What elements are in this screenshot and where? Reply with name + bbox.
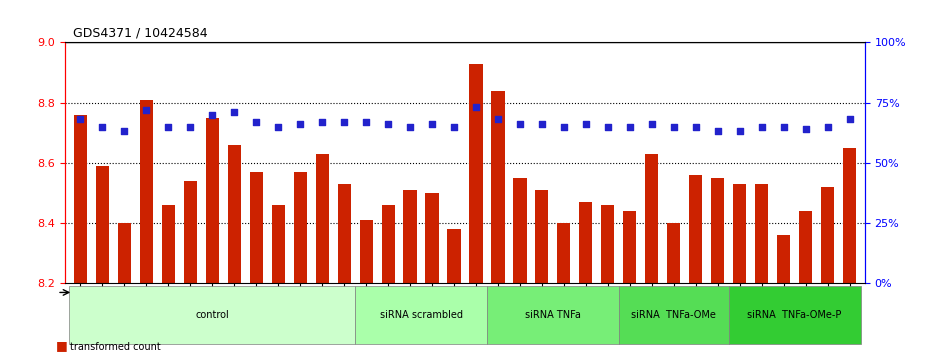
Text: ■: ■ [56, 339, 68, 352]
Point [754, 124, 769, 130]
Text: GDS4371 / 10424584: GDS4371 / 10424584 [73, 27, 207, 40]
Bar [360, 220, 373, 283]
Bar [381, 205, 394, 283]
Point [249, 119, 264, 125]
Bar [557, 223, 570, 283]
Bar [579, 202, 592, 283]
Bar [338, 184, 351, 283]
Bar [689, 175, 702, 283]
Point [183, 124, 198, 130]
Bar [711, 178, 724, 283]
Point [644, 121, 659, 127]
Point [293, 121, 308, 127]
Bar [491, 91, 505, 283]
FancyBboxPatch shape [618, 286, 729, 344]
Point [95, 124, 110, 130]
Bar [294, 172, 307, 283]
Bar [140, 99, 153, 283]
Bar [249, 172, 263, 283]
Point [556, 124, 571, 130]
Bar [184, 181, 197, 283]
Bar [228, 145, 241, 283]
Bar [623, 211, 636, 283]
Bar [96, 166, 109, 283]
Point [622, 124, 637, 130]
Point [820, 124, 835, 130]
Point [227, 109, 242, 115]
Bar [162, 205, 175, 283]
Point [314, 119, 329, 125]
Bar [733, 184, 746, 283]
Bar [315, 154, 329, 283]
Bar [206, 118, 219, 283]
Point [380, 121, 395, 127]
Point [161, 124, 176, 130]
Bar [118, 223, 131, 283]
FancyBboxPatch shape [355, 286, 487, 344]
Bar [447, 229, 460, 283]
Point [711, 129, 725, 134]
Text: siRNA  TNFa-OMe: siRNA TNFa-OMe [631, 310, 716, 320]
Bar [73, 115, 87, 283]
Bar [425, 193, 439, 283]
Point [337, 119, 352, 125]
Text: siRNA scrambled: siRNA scrambled [379, 310, 462, 320]
Point [359, 119, 374, 125]
Point [403, 124, 418, 130]
Point [490, 116, 505, 122]
Point [777, 124, 791, 130]
Text: siRNA  TNFa-OMe-P: siRNA TNFa-OMe-P [748, 310, 842, 320]
Bar [799, 211, 812, 283]
Point [271, 124, 286, 130]
Point [117, 129, 132, 134]
Point [205, 112, 219, 118]
Bar [404, 190, 417, 283]
Point [446, 124, 461, 130]
Point [601, 124, 616, 130]
Point [842, 116, 857, 122]
Bar [601, 205, 615, 283]
Text: transformed count: transformed count [70, 342, 161, 352]
FancyBboxPatch shape [487, 286, 618, 344]
FancyBboxPatch shape [729, 286, 860, 344]
Point [666, 124, 681, 130]
Point [73, 116, 88, 122]
Point [535, 121, 550, 127]
Bar [645, 154, 658, 283]
Bar [272, 205, 285, 283]
Point [469, 104, 484, 110]
Point [425, 121, 440, 127]
Point [798, 126, 813, 132]
Bar [843, 148, 857, 283]
Point [688, 124, 703, 130]
Text: control: control [195, 310, 229, 320]
Bar [536, 190, 549, 283]
Bar [667, 223, 681, 283]
Bar [513, 178, 526, 283]
Point [512, 121, 527, 127]
Text: ■: ■ [56, 352, 68, 354]
Bar [821, 187, 834, 283]
Point [139, 107, 153, 113]
Point [732, 129, 747, 134]
Bar [755, 184, 768, 283]
Bar [470, 63, 483, 283]
FancyBboxPatch shape [70, 286, 355, 344]
Point [578, 121, 593, 127]
Text: siRNA TNFa: siRNA TNFa [525, 310, 581, 320]
Bar [777, 235, 790, 283]
